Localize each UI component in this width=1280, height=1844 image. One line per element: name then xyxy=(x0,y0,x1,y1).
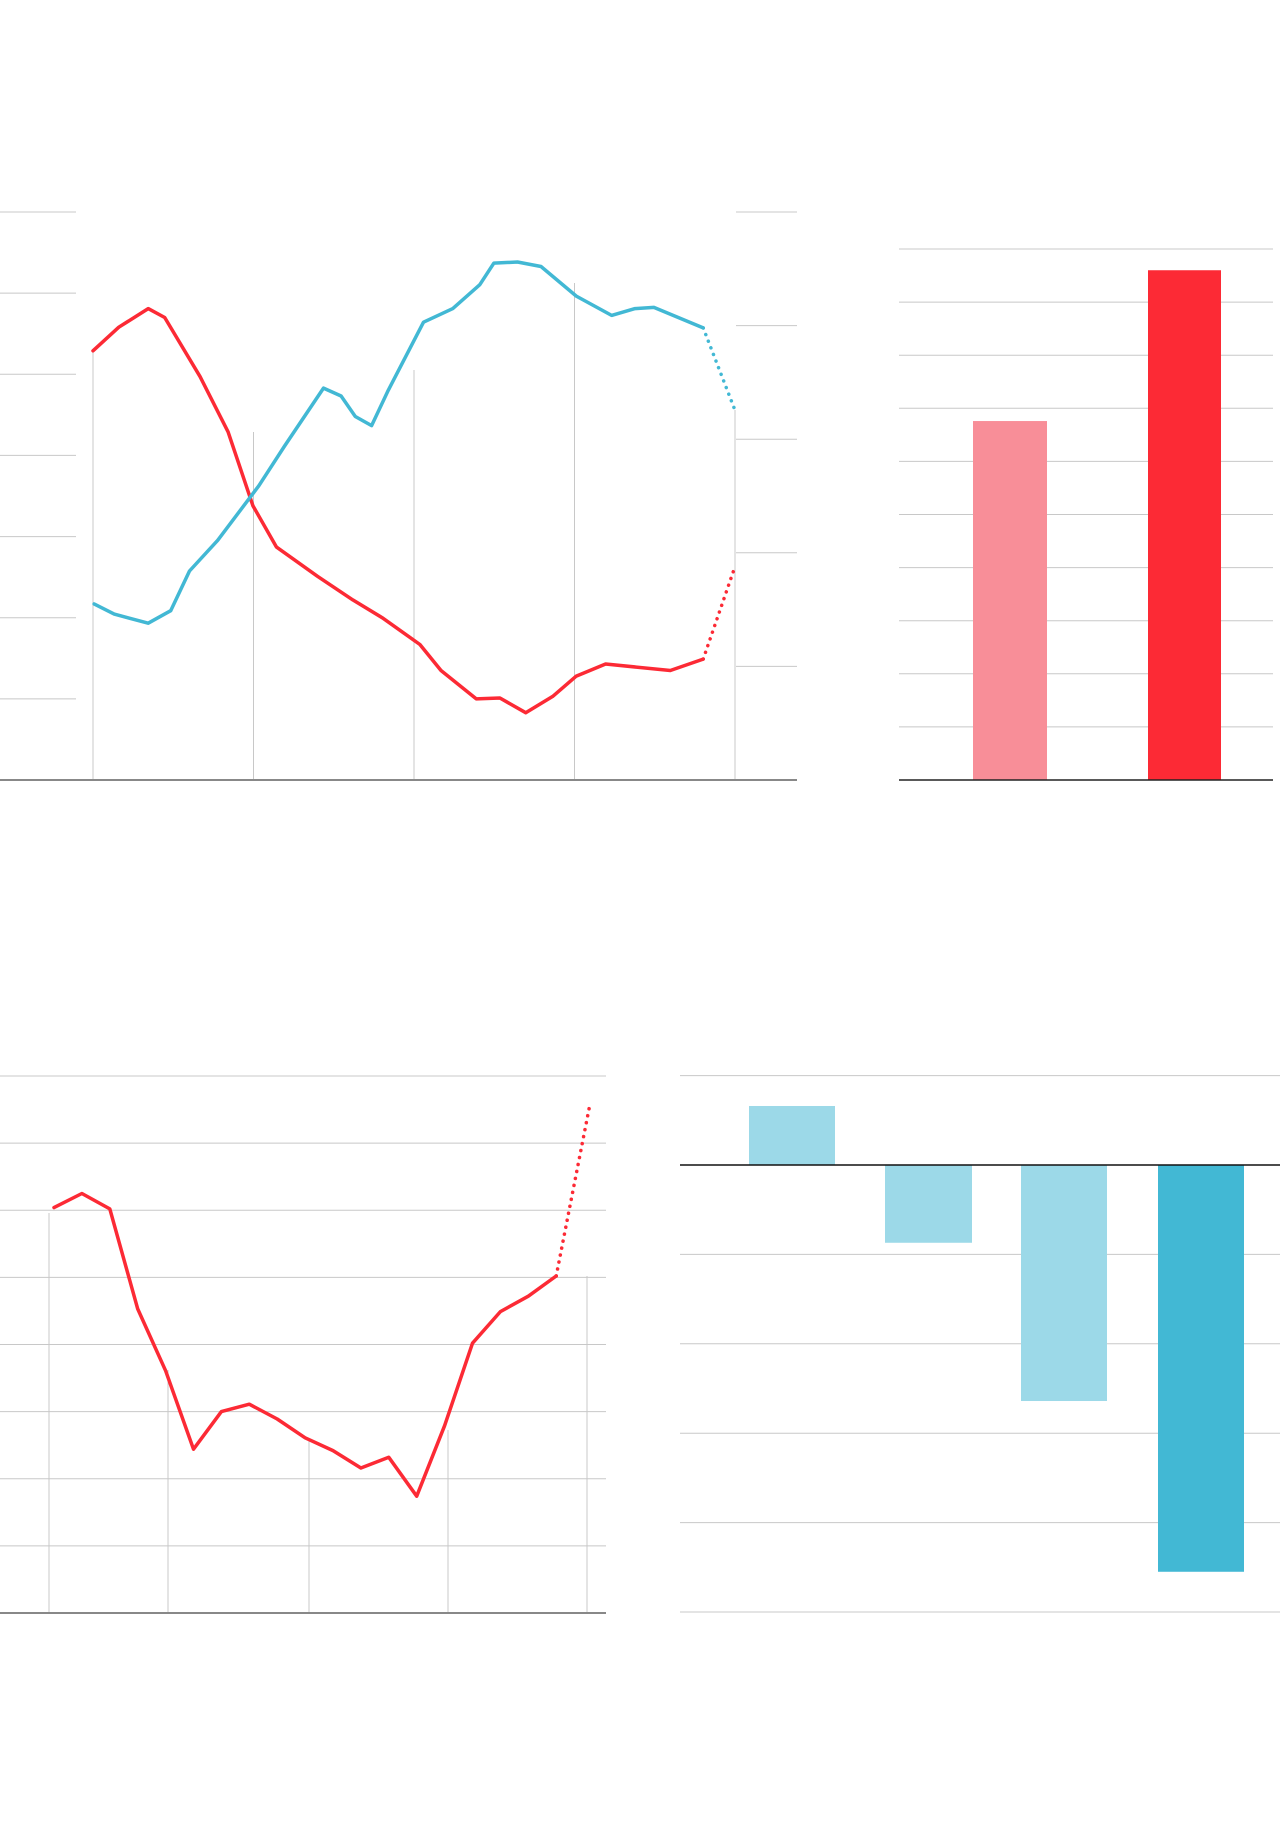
red-projection-line xyxy=(554,1103,592,1278)
red-series-line xyxy=(52,1191,558,1498)
blue-series-line xyxy=(92,260,705,625)
red-projection-line xyxy=(701,568,736,661)
bar xyxy=(885,1165,972,1243)
red-series-line xyxy=(91,306,705,715)
bar xyxy=(973,421,1047,780)
bar xyxy=(749,1105,835,1165)
bar xyxy=(1158,1165,1244,1572)
blue-projection-line xyxy=(701,326,738,415)
bar xyxy=(1021,1165,1107,1402)
bar xyxy=(1148,270,1221,780)
